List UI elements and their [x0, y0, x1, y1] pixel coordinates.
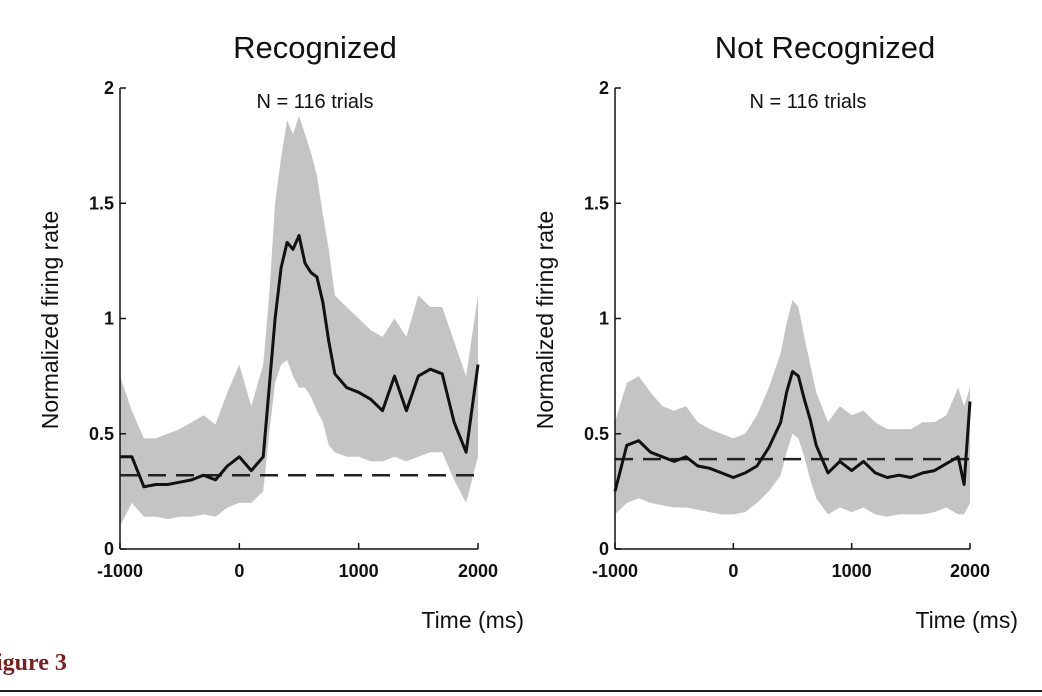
x-tick-label: 2000 [950, 561, 990, 581]
x-axis-label: Time (ms) [421, 607, 524, 633]
error-band [615, 300, 970, 517]
chart-subtitle: N = 116 trials [750, 91, 867, 113]
caption-rule [0, 690, 1042, 692]
panel-recognized: Recognized N = 116 trials 0 0.5 1 1.5 2 -1000… [37, 30, 524, 633]
y-axis-label: Normalized firing rate [37, 211, 63, 430]
y-tick-label: 0.5 [584, 424, 609, 444]
x-tick-label: 0 [234, 561, 244, 581]
y-tick-label: 2 [104, 78, 114, 98]
figure-caption: igure 3 [0, 650, 67, 676]
chart-title: Recognized [233, 30, 397, 65]
mean-line [120, 234, 480, 489]
error-band [120, 115, 478, 526]
x-tick-label: -1000 [97, 561, 143, 581]
y-tick-label: 0 [104, 539, 114, 559]
x-tick-label: 1000 [832, 561, 872, 581]
x-tick-label: 0 [728, 561, 738, 581]
panel-not-recognized: Not Recognized N = 116 trials 0 0.5 1 1.5 2 -… [532, 30, 1018, 633]
error-band-group [120, 115, 478, 526]
chart-subtitle: N = 116 trials [257, 91, 374, 113]
axes-group: 00.511.52-1000 0 1000 2000 [89, 78, 498, 581]
x-axis-label: Time (ms) [915, 607, 1018, 633]
y-tick-label: 1.5 [89, 193, 114, 213]
error-band-group [615, 300, 970, 517]
x-tick-label: 2000 [458, 561, 498, 581]
mean-line [613, 370, 972, 492]
x-tick-label: 1000 [339, 561, 379, 581]
y-tick-label: 2 [599, 78, 609, 98]
axes-group: 00.511.52-1000 0 1000 2000 [584, 78, 990, 581]
chart-title: Not Recognized [715, 30, 936, 65]
mean-line-group [120, 234, 480, 489]
y-axis-label: Normalized firing rate [532, 211, 558, 430]
y-tick-label: 0.5 [89, 424, 114, 444]
y-tick-label: 1.5 [584, 193, 609, 213]
y-tick-label: 1 [104, 309, 114, 329]
y-tick-label: 1 [599, 309, 609, 329]
y-tick-label: 0 [599, 539, 609, 559]
x-tick-label: -1000 [592, 561, 638, 581]
mean-line-group [613, 370, 972, 492]
